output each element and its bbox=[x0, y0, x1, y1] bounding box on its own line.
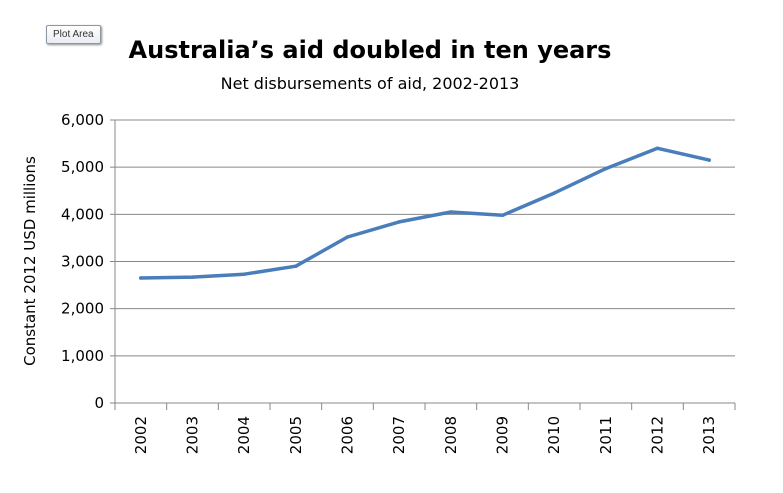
data-point bbox=[190, 275, 195, 279]
data-point bbox=[242, 272, 246, 276]
chart-subtitle: Net disbursements of aid, 2002-2013 bbox=[221, 74, 520, 93]
y-tick-label: 2,000 bbox=[61, 300, 104, 318]
tick-labels: 0 1,000 2,000 3,000 4,000 5,000 6,000 2002 2003 2… bbox=[61, 111, 718, 454]
x-tick-label: 2002 bbox=[132, 416, 150, 454]
series-line bbox=[139, 146, 711, 280]
series-layer bbox=[139, 146, 711, 280]
x-tick-label: 2011 bbox=[597, 416, 615, 454]
x-tick-label: 2005 bbox=[287, 416, 305, 454]
x-tick-label: 2006 bbox=[339, 416, 357, 454]
y-axis-label: Constant 2012 USD millions bbox=[21, 156, 39, 366]
y-tick-label: 3,000 bbox=[61, 253, 104, 271]
axes bbox=[110, 119, 736, 410]
data-point bbox=[294, 264, 298, 268]
y-tick-label: 6,000 bbox=[61, 111, 104, 129]
data-point bbox=[500, 213, 505, 218]
x-tick-label: 2012 bbox=[649, 416, 667, 454]
chart-title: Australia’s aid doubled in ten years bbox=[129, 36, 612, 64]
x-tick-label: 2009 bbox=[494, 416, 512, 454]
data-point bbox=[707, 158, 711, 162]
data-point bbox=[449, 210, 453, 214]
y-tick-label: 1,000 bbox=[61, 347, 104, 365]
x-tick-label: 2010 bbox=[545, 416, 563, 454]
data-point bbox=[397, 220, 401, 224]
x-tick-label: 2008 bbox=[442, 416, 460, 454]
plot-area-tooltip: Plot Area bbox=[46, 25, 101, 44]
x-tick-label: 2007 bbox=[390, 416, 408, 454]
data-point bbox=[604, 166, 608, 171]
y-tick-label: 0 bbox=[94, 394, 104, 412]
data-point bbox=[552, 191, 556, 195]
data-point bbox=[139, 276, 143, 280]
x-tick-label: 2013 bbox=[700, 416, 718, 454]
y-tick-label: 4,000 bbox=[61, 205, 104, 223]
x-tick-label: 2004 bbox=[235, 416, 253, 454]
data-point bbox=[345, 235, 350, 239]
x-tick-label: 2003 bbox=[184, 416, 202, 454]
y-tick-label: 5,000 bbox=[61, 158, 104, 176]
gridlines bbox=[115, 119, 735, 357]
data-point bbox=[655, 146, 660, 151]
